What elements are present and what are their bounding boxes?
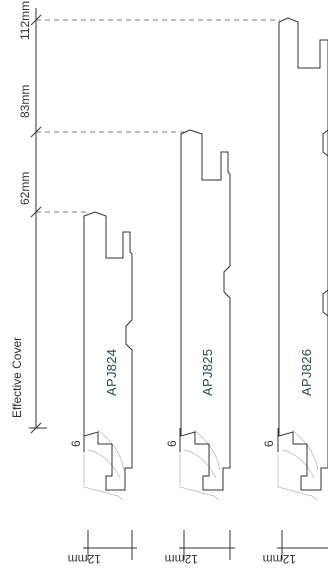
height-label-83: 83mm [18,85,32,118]
profile-apj825: APJ825 6 12mm [165,129,235,566]
profile-apj825-lip-label: 6 [165,440,179,447]
profile-apj825-ghost-outline [179,429,221,501]
profile-apj824: APJ824 6 12mm [68,211,137,566]
profile-apj824-width-label: 12mm [68,552,101,566]
profile-apj826-lip-label: 6 [262,440,276,447]
baseline-tick-slash [30,422,42,434]
profile-apj826-shape [278,17,328,491]
profile-apj826-grooves [322,129,328,317]
profile-apj826-label: APJ826 [299,349,314,396]
effective-cover-label: Effective Cover [10,337,24,418]
profile-apj824-shape [83,211,133,491]
profile-apj826-ghost-outline [277,429,319,501]
height-label-112: 112mm [18,1,32,40]
profile-apj824-ghost-outline [83,429,125,501]
profile-apj826: APJ826 6 12mm [262,17,328,566]
height-label-62: 62mm [18,172,32,205]
profile-apj826-width-label: 12mm [263,552,296,566]
profile-apj825-label: APJ825 [200,349,215,396]
profile-apj825-shape [180,129,231,491]
profile-apj824-lip-label: 6 [69,440,83,447]
profile-apj824-label: APJ824 [104,349,119,396]
profile-apj825-width-label: 12mm [165,552,198,566]
